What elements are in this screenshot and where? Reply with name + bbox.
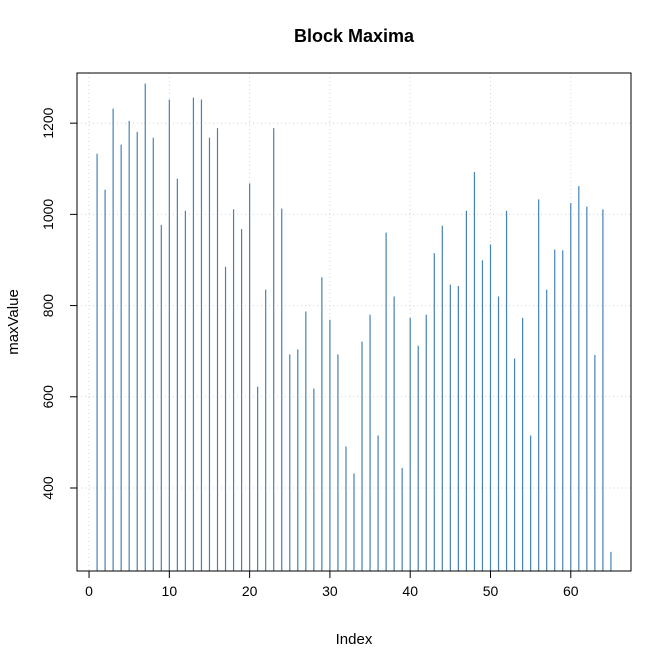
bars xyxy=(96,83,612,571)
x-tick-label: 10 xyxy=(162,583,178,599)
x-tick-label: 40 xyxy=(402,583,418,599)
y-tick-label: 800 xyxy=(40,294,56,318)
y-axis-label: maxValue xyxy=(5,289,22,355)
y-axis: 400 600 800 1000 1200 xyxy=(40,107,77,500)
x-tick-label: 0 xyxy=(85,583,93,599)
y-tick-label: 1000 xyxy=(40,199,56,230)
x-tick-label: 50 xyxy=(483,583,499,599)
x-axis-label: Index xyxy=(336,631,373,648)
y-tick-label: 400 xyxy=(40,476,56,500)
x-axis: 0 10 20 30 40 50 60 xyxy=(85,571,579,599)
x-tick-label: 30 xyxy=(322,583,338,599)
x-tick-label: 60 xyxy=(563,583,579,599)
y-tick-label: 600 xyxy=(40,385,56,409)
plot-frame xyxy=(76,72,632,572)
chart-title: Block Maxima xyxy=(294,26,415,46)
y-tick-label: 1200 xyxy=(40,107,56,138)
x-tick-label: 20 xyxy=(242,583,258,599)
